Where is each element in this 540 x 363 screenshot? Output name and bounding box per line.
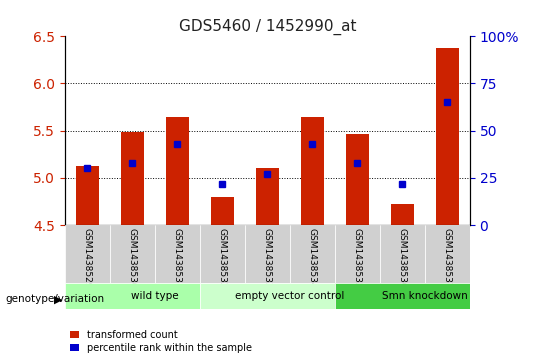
Text: ▶: ▶ [54,294,63,305]
Text: GSM1438530: GSM1438530 [128,228,137,289]
FancyBboxPatch shape [380,225,425,283]
FancyBboxPatch shape [110,225,155,283]
Text: GSM1438529: GSM1438529 [83,228,92,289]
Bar [121,132,144,225]
Legend: transformed count, percentile rank within the sample: transformed count, percentile rank withi… [70,330,252,353]
FancyBboxPatch shape [155,225,200,283]
Text: GSM1438535: GSM1438535 [353,228,362,289]
Bar [346,134,368,225]
Bar [211,197,234,225]
Text: GSM1438534: GSM1438534 [308,228,317,289]
FancyBboxPatch shape [65,225,110,283]
Bar [391,204,414,225]
FancyBboxPatch shape [200,283,335,309]
Bar [436,48,458,225]
FancyBboxPatch shape [425,225,470,283]
FancyBboxPatch shape [290,225,335,283]
Bar [76,166,98,225]
FancyBboxPatch shape [245,225,290,283]
Text: GSM1438533: GSM1438533 [263,228,272,289]
Text: wild type: wild type [131,291,179,301]
Bar [301,117,323,225]
FancyBboxPatch shape [65,283,200,309]
Text: Smn knockdown: Smn knockdown [382,291,468,301]
Title: GDS5460 / 1452990_at: GDS5460 / 1452990_at [179,19,356,35]
Text: GSM1438537: GSM1438537 [443,228,452,289]
FancyBboxPatch shape [335,283,470,309]
Text: GSM1438531: GSM1438531 [173,228,182,289]
Text: empty vector control: empty vector control [235,291,345,301]
Text: GSM1438536: GSM1438536 [398,228,407,289]
FancyBboxPatch shape [200,225,245,283]
Text: GSM1438532: GSM1438532 [218,228,227,289]
Text: genotype/variation: genotype/variation [5,294,105,305]
Bar [166,117,188,225]
Bar [256,168,279,225]
FancyBboxPatch shape [335,225,380,283]
